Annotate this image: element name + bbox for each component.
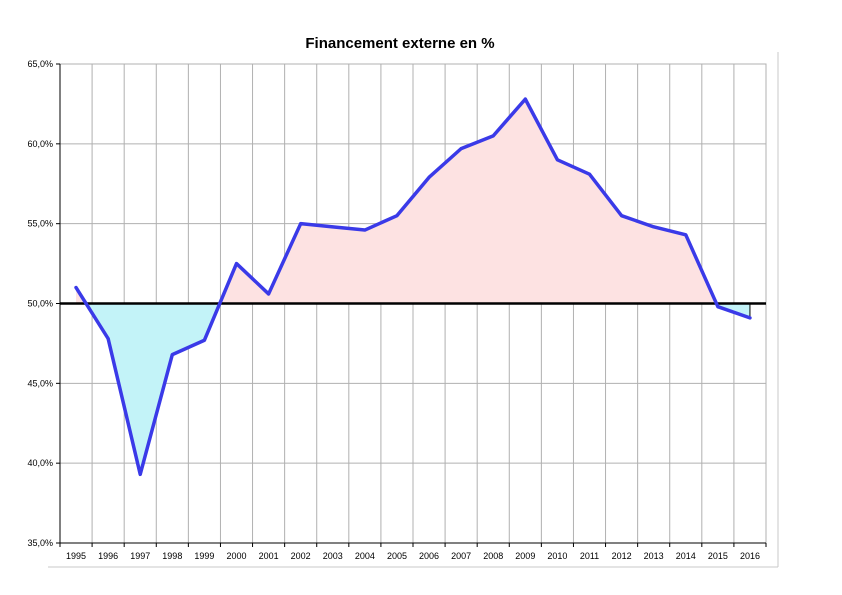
data-point (620, 214, 624, 218)
x-tick-label: 2012 (612, 551, 632, 561)
y-tick-label: 40,0% (27, 458, 53, 468)
x-tick-label: 2014 (676, 551, 696, 561)
y-tick-label: 50,0% (27, 299, 53, 309)
x-tick-label: 2005 (387, 551, 407, 561)
data-point (138, 472, 142, 476)
y-tick-label: 55,0% (27, 219, 53, 229)
x-tick-label: 2007 (451, 551, 471, 561)
data-point (491, 134, 495, 138)
data-point (170, 353, 174, 357)
data-point (299, 222, 303, 226)
x-tick-label: 2006 (419, 551, 439, 561)
data-point (523, 97, 527, 101)
x-tick-label: 2011 (580, 551, 599, 561)
line-layer (60, 97, 766, 477)
x-tick-label: 2008 (483, 551, 503, 561)
area-above-reference (219, 99, 717, 304)
y-tick-label: 35,0% (27, 538, 53, 548)
data-point (202, 338, 206, 342)
x-tick-label: 2003 (323, 551, 343, 561)
data-point (106, 337, 110, 341)
y-tick-label: 45,0% (27, 378, 53, 388)
x-tick-label: 2002 (291, 551, 311, 561)
x-tick-label: 1997 (130, 551, 150, 561)
data-point (716, 305, 720, 309)
y-tick-label: 65,0% (27, 59, 53, 69)
x-tick-label: 2009 (515, 551, 535, 561)
x-tick-label: 2016 (740, 551, 760, 561)
y-tick-label: 60,0% (27, 139, 53, 149)
data-point (555, 158, 559, 162)
data-point (459, 147, 463, 151)
x-tick-label: 1998 (162, 551, 182, 561)
data-point (748, 316, 752, 320)
x-tick-label: 1995 (66, 551, 86, 561)
x-tick-label: 2001 (259, 551, 279, 561)
x-tick-label: 2010 (547, 551, 567, 561)
data-point (267, 292, 271, 296)
x-tick-label: 1999 (194, 551, 214, 561)
label-layer: 35,0% 40,0% 45,0% 50,0% 55,0% 60,0% 65,0% 1995 1… (27, 59, 760, 561)
data-point (427, 175, 431, 179)
data-point (74, 286, 78, 290)
data-point (588, 172, 591, 176)
data-point (331, 225, 335, 229)
data-point (684, 233, 688, 237)
x-tick-label: 2004 (355, 551, 375, 561)
data-point (363, 228, 367, 232)
area-below-reference (86, 303, 220, 475)
chart-title: Financement externe en % (305, 35, 494, 52)
data-point (235, 262, 238, 266)
x-tick-label: 2000 (226, 551, 246, 561)
x-tick-label: 2013 (644, 551, 664, 561)
x-tick-label: 1996 (98, 551, 118, 561)
data-point (652, 225, 656, 229)
data-point (395, 214, 399, 218)
series-line (74, 97, 752, 477)
x-tick-label: 2015 (708, 551, 728, 561)
